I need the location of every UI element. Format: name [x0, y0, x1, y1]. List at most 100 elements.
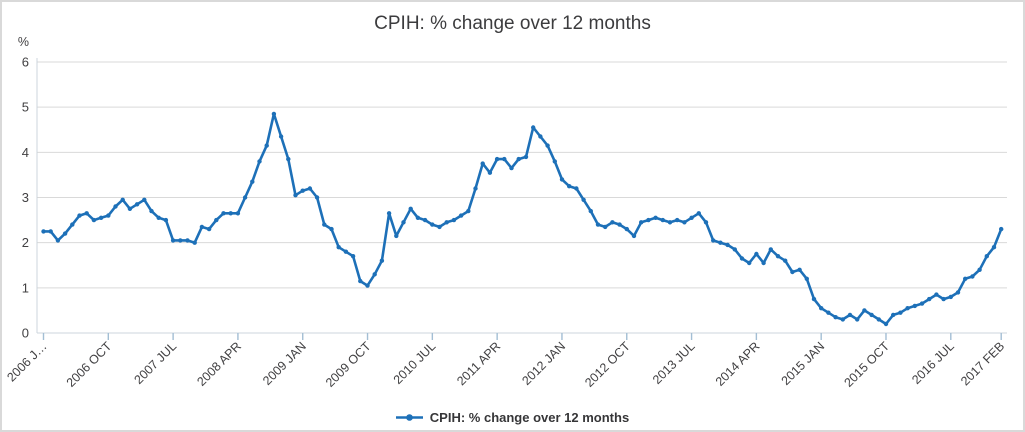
series-point: [646, 217, 651, 223]
x-tick-label: 2014 APR: [713, 339, 763, 389]
series-point: [891, 312, 896, 318]
series-point: [523, 154, 529, 160]
legend-item-cpih[interactable]: CPIH: % change over 12 months: [395, 410, 629, 425]
x-tick-label: 2013 JUL: [650, 339, 698, 387]
series-point: [422, 217, 428, 223]
series-point: [55, 238, 61, 243]
series-point: [70, 222, 75, 227]
y-tick-label: 0: [22, 326, 29, 341]
series-point: [509, 165, 514, 171]
series-point: [185, 238, 190, 243]
series-point: [163, 217, 169, 223]
series-point: [747, 260, 752, 266]
series-point: [379, 258, 385, 263]
series-point: [178, 238, 183, 243]
series-point: [458, 213, 464, 218]
series-point: [199, 224, 205, 230]
series-point: [653, 215, 658, 220]
series-point: [221, 211, 226, 216]
series-point: [307, 186, 313, 191]
y-tick-label: 3: [22, 190, 29, 205]
y-axis-unit-label: %: [18, 35, 29, 49]
x-tick-label: 2008 APR: [194, 339, 244, 389]
series-point: [811, 296, 817, 302]
series-point: [408, 206, 413, 211]
series-point: [62, 231, 68, 236]
series-point: [732, 247, 737, 252]
x-tick-label: 2007 JUL: [131, 339, 179, 387]
series-point: [991, 245, 997, 250]
series-point: [386, 211, 392, 216]
series-point: [574, 186, 579, 191]
x-tick-label: 2006 J…: [4, 339, 49, 384]
series-point: [581, 197, 586, 202]
series-point: [790, 269, 795, 275]
series-point: [739, 256, 745, 261]
series-point: [567, 184, 572, 189]
series-point: [120, 197, 125, 202]
x-tick-label: 2015 OCT: [841, 339, 892, 390]
series-point: [919, 301, 925, 306]
series-point: [999, 226, 1004, 232]
series-point: [977, 267, 982, 272]
series-point: [826, 310, 831, 315]
series-point: [869, 312, 874, 318]
series-point: [134, 202, 140, 207]
x-tick-label: 2009 OCT: [323, 339, 374, 390]
series-point: [703, 220, 709, 225]
series-point: [531, 125, 536, 130]
series-point: [242, 195, 248, 200]
series-point: [588, 208, 593, 214]
series-point: [617, 222, 622, 227]
series-point: [235, 211, 241, 216]
series-point: [451, 217, 457, 223]
series-point: [286, 156, 291, 162]
series-point: [934, 292, 939, 297]
series-point: [516, 156, 521, 162]
series-point: [430, 222, 435, 227]
series-point: [127, 206, 133, 211]
series-point: [984, 254, 989, 259]
series-point: [444, 220, 449, 225]
series-point: [833, 315, 838, 320]
x-tick-label: 2012 JAN: [519, 339, 568, 388]
series-point: [718, 240, 723, 245]
series-point: [322, 222, 327, 227]
series-point: [905, 306, 910, 311]
series-point: [768, 247, 773, 252]
series-point: [350, 254, 356, 259]
series-point: [494, 156, 500, 162]
series-point: [329, 226, 334, 232]
series-point: [142, 197, 147, 202]
y-tick-label: 2: [22, 235, 29, 250]
x-tick-label: 2015 JAN: [779, 339, 828, 388]
x-tick-label: 2011 APR: [454, 339, 503, 388]
series-point: [804, 276, 809, 281]
series-point: [545, 143, 550, 148]
y-tick-label: 4: [22, 145, 29, 160]
series-point: [797, 267, 802, 272]
series-point: [538, 134, 543, 139]
series-point: [711, 238, 716, 243]
series-point: [106, 213, 111, 218]
series-point: [941, 296, 946, 302]
series-point: [552, 159, 557, 164]
y-tick-label: 6: [22, 55, 29, 70]
series-point: [41, 229, 46, 234]
series-point: [206, 226, 212, 232]
series-point: [840, 317, 845, 322]
x-tick-label: 2006 OCT: [64, 339, 115, 390]
series-point: [682, 220, 687, 225]
series-point: [761, 260, 766, 266]
legend: CPIH: % change over 12 months: [2, 410, 1023, 425]
series-point: [783, 258, 788, 263]
series-point: [394, 233, 399, 239]
series-point: [192, 240, 197, 245]
series-point: [689, 215, 694, 220]
series-point: [819, 306, 824, 311]
series-point: [595, 222, 601, 227]
series-point: [847, 312, 853, 318]
series-point: [912, 303, 917, 309]
